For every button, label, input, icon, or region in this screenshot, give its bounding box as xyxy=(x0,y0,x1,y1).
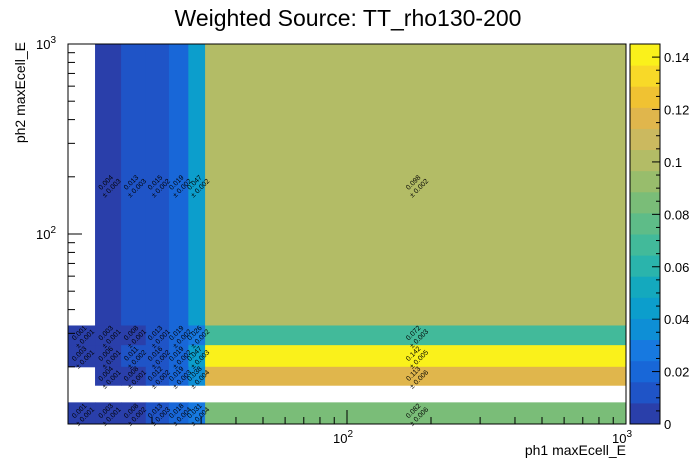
heatmap-cell xyxy=(121,44,147,326)
heatmap-cell xyxy=(121,325,147,346)
colorbar-segment xyxy=(630,170,660,193)
heatmap-cell xyxy=(121,366,147,386)
heatmap-cell xyxy=(68,325,96,346)
heatmap-cell xyxy=(205,44,627,326)
colorbar-segment xyxy=(630,318,660,341)
y-tick-label: 102 xyxy=(36,225,56,242)
colorbar-tick-label: 0.12 xyxy=(664,103,689,118)
heatmap-cell xyxy=(145,44,170,326)
colorbar-tick-label: 0 xyxy=(664,417,671,432)
heatmap-cell xyxy=(188,325,206,346)
heatmap-cell xyxy=(205,402,627,425)
colorbar: 0 0.02 0.04 0.06 0.08 0.1 0.12 0.14 xyxy=(629,43,689,432)
heatmap-cell xyxy=(95,44,122,326)
heatmap-cell xyxy=(68,402,96,425)
heatmap-cell xyxy=(168,366,189,386)
colorbar-tick-label: 0.06 xyxy=(664,260,689,275)
colorbar-segment xyxy=(630,255,660,277)
x-axis-label: ph1 maxEcell_E xyxy=(525,442,626,458)
heatmap-cell xyxy=(168,345,189,368)
colorbar-segment xyxy=(630,360,660,383)
heatmap-cell xyxy=(205,345,627,368)
heatmap-cell xyxy=(95,325,122,346)
x-tick-label: 102 xyxy=(333,429,353,446)
colorbar-segment xyxy=(630,86,660,108)
colorbar-tick-label: 0.02 xyxy=(664,365,689,380)
heatmap-cell xyxy=(188,366,206,386)
x-tick-label: 103 xyxy=(612,429,632,446)
x-axis-ticks: 102 103 xyxy=(67,410,632,446)
colorbar-tick-label: 0.14 xyxy=(664,50,689,65)
heatmap-cell xyxy=(95,402,122,425)
colorbar-segment xyxy=(630,128,660,151)
colorbar-segment xyxy=(630,402,660,425)
heatmap-cell xyxy=(68,345,96,368)
colorbar-segment xyxy=(630,65,660,87)
heatmap-cell xyxy=(145,345,170,368)
colorbar-segment xyxy=(630,381,660,404)
heatmap-cell xyxy=(205,325,627,346)
colorbar-segment xyxy=(630,297,660,319)
heatmap-cell xyxy=(205,366,627,386)
colorbar-segment xyxy=(630,339,660,362)
heatmap-cell xyxy=(168,402,189,425)
colorbar-tick-label: 0.1 xyxy=(664,155,682,170)
heatmap-cell xyxy=(95,345,122,368)
colorbar-segment xyxy=(630,212,660,235)
y-axis-label: ph2 maxEcell_E xyxy=(12,42,28,143)
colorbar-segment xyxy=(630,107,660,129)
colorbar-segment xyxy=(630,149,660,172)
heatmap-cell xyxy=(188,44,206,326)
heatmap-cell xyxy=(121,402,147,425)
colorbar-segment xyxy=(630,44,660,66)
y-tick-label: 103 xyxy=(36,35,56,52)
heatmap-cell xyxy=(121,345,147,368)
colorbar-segment xyxy=(630,191,660,214)
colorbar-frame xyxy=(629,43,661,425)
colorbar-segment xyxy=(630,276,660,298)
heatmap-cell xyxy=(145,325,170,346)
heatmap-cell xyxy=(188,345,206,368)
colorbar-tick-label: 0.08 xyxy=(664,207,689,222)
heatmap-cell xyxy=(168,44,189,326)
heatmap-cell xyxy=(95,366,122,386)
chart-title: Weighted Source: TT_rho130-200 xyxy=(175,5,522,31)
heatmap-cell xyxy=(145,366,170,386)
y-axis-ticks: 102 103 xyxy=(36,35,82,425)
colorbar-segment xyxy=(630,234,660,256)
colorbar-tick-label: 0.04 xyxy=(664,312,689,327)
heatmap-cells xyxy=(68,44,627,425)
heatmap-cell xyxy=(168,325,189,346)
